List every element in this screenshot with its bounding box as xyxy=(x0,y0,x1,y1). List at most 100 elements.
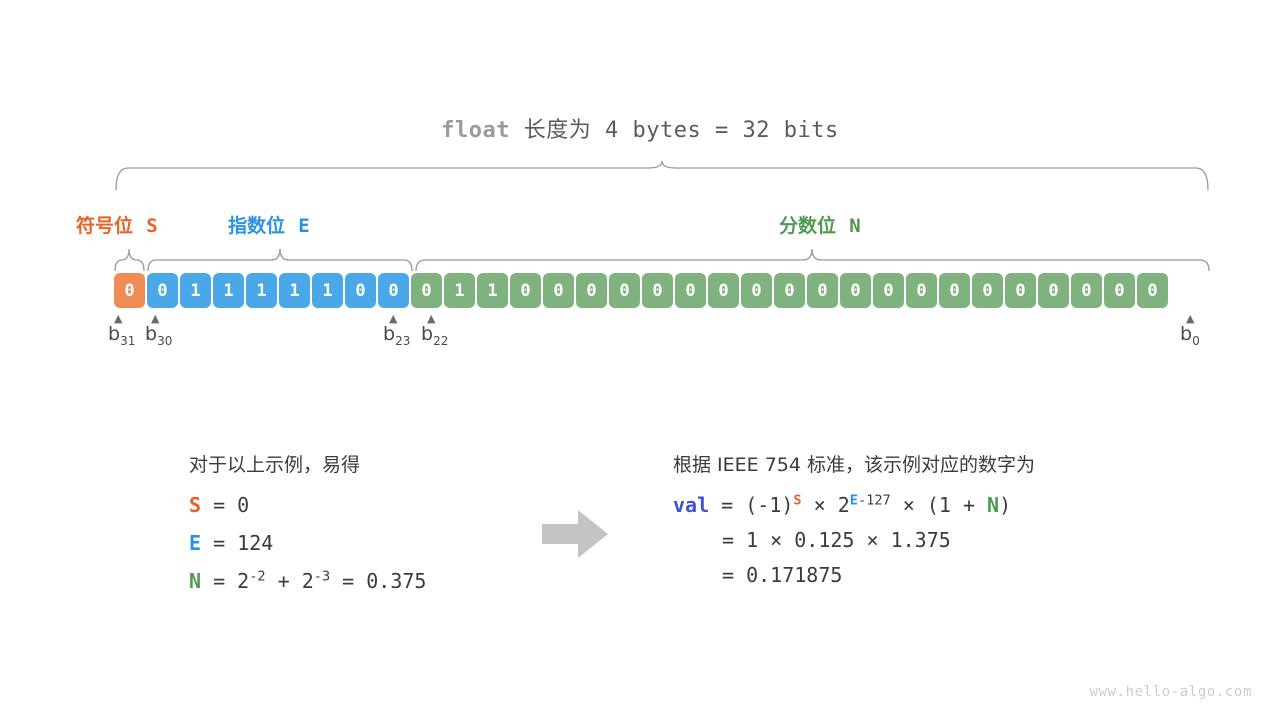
bit-cell-b11: 0 xyxy=(774,273,805,308)
caret-icon: ▲ xyxy=(114,312,123,325)
caret-icon: ▲ xyxy=(151,312,160,325)
value-E: = 124 xyxy=(201,531,274,555)
bit-index-b30-label: b xyxy=(145,323,158,345)
bit-index-b0-sub: 0 xyxy=(1192,333,1200,348)
total-brace xyxy=(114,160,1210,192)
bit-cell-b30: 0 xyxy=(147,273,178,308)
value-N-exponent-2: -3 xyxy=(313,568,331,585)
bit-cell-b6: 0 xyxy=(939,273,970,308)
bit-cell-b28: 1 xyxy=(213,273,244,308)
bit-index-b31-label: b xyxy=(108,323,121,345)
value-N-exponent-1: -2 xyxy=(249,568,266,585)
bit-cell-b17: 0 xyxy=(576,273,607,308)
bit-cell-b20: 1 xyxy=(477,273,508,308)
bit-cell-b5: 0 xyxy=(972,273,1003,308)
derivation-heading: 对于以上示例，易得 xyxy=(189,454,361,476)
title-keyword: float xyxy=(441,118,511,143)
right-arrow-icon xyxy=(542,510,608,558)
bit-cell-b4: 0 xyxy=(1005,273,1036,308)
bit-cell-b1: 0 xyxy=(1104,273,1135,308)
symbol-S: S xyxy=(189,493,202,517)
value-N-pre: = 2 xyxy=(201,569,250,593)
bit-cell-b12: 0 xyxy=(741,273,772,308)
bit-index-b0-label: b xyxy=(1180,323,1193,345)
page-title: float 长度为 4 bytes = 32 bits xyxy=(0,112,1280,144)
exponent-label-symbol: E xyxy=(298,215,310,237)
bit-cell-b19: 0 xyxy=(510,273,541,308)
bit-index-b30: ▲ b30 xyxy=(145,312,173,348)
formula-superscript-E: E xyxy=(849,492,858,509)
exponent-brace xyxy=(147,246,413,272)
formula-result-line-1: = 1 × 0.125 × 1.375 xyxy=(722,528,951,552)
example-derivation-block: 对于以上示例，易得 S = 0 E = 124 N = 2-2 + 2-3 = … xyxy=(189,450,426,594)
bit-cell-b25: 1 xyxy=(312,273,343,308)
bit-index-b23-label: b xyxy=(383,323,396,345)
fraction-section-label: 分数位 N xyxy=(779,211,861,238)
exponent-section-label: 指数位 E xyxy=(228,211,310,238)
bit-cell-b27: 1 xyxy=(246,273,277,308)
bit-index-b0: ▲ b0 xyxy=(1180,312,1200,348)
bit-index-b23: ▲ b23 xyxy=(383,312,411,348)
bit-cell-b2: 0 xyxy=(1071,273,1102,308)
bit-cell-b14: 0 xyxy=(675,273,706,308)
caret-icon: ▲ xyxy=(389,312,398,325)
sign-label-cn: 符号位 xyxy=(76,215,134,237)
bit-cell-b24: 0 xyxy=(345,273,376,308)
bit-cell-b16: 0 xyxy=(609,273,640,308)
bit-cell-b3: 0 xyxy=(1038,273,1069,308)
fraction-brace xyxy=(415,246,1210,272)
derivation-line-N: N = 2-2 + 2-3 = 0.375 xyxy=(189,569,426,594)
bit-cell-b21: 1 xyxy=(444,273,475,308)
bit-cell-b18: 0 xyxy=(543,273,574,308)
value-S: = 0 xyxy=(201,493,250,517)
symbol-N: N xyxy=(189,569,202,593)
formula-superscript-S: S xyxy=(793,492,802,509)
bit-cell-b31: 0 xyxy=(114,273,145,308)
bit-index-b22-label: b xyxy=(421,323,434,345)
sign-brace xyxy=(114,246,145,272)
sign-section-label: 符号位 S xyxy=(76,211,158,238)
value-N-post: = 0.375 xyxy=(330,569,427,593)
bit-cell-b23: 0 xyxy=(378,273,409,308)
bit-index-b22-sub: 22 xyxy=(433,333,449,348)
value-N-mid: + 2 xyxy=(265,569,314,593)
title-rest: 长度为 4 bytes = 32 bits xyxy=(510,118,839,143)
formula-part-3: × (1 + xyxy=(890,493,988,517)
ieee754-formula-block: 根据 IEEE 754 标准，该示例对应的数字为 val = (-1)S × 2… xyxy=(673,450,1035,598)
formula-part-1: = (-1) xyxy=(709,493,794,517)
bit-cell-b10: 0 xyxy=(807,273,838,308)
formula-heading: 根据 IEEE 754 标准，该示例对应的数字为 xyxy=(673,454,1036,476)
bit-cell-b7: 0 xyxy=(906,273,937,308)
bit-cell-b22: 0 xyxy=(411,273,442,308)
bit-cell-b29: 1 xyxy=(180,273,211,308)
bit-cell-b9: 0 xyxy=(840,273,871,308)
derivation-line-E: E = 124 xyxy=(189,531,426,556)
formula-result-line-2: = 0.171875 xyxy=(722,563,843,587)
caret-icon: ▲ xyxy=(427,312,436,325)
exponent-label-cn: 指数位 xyxy=(228,215,286,237)
formula-superscript-E-rest: -127 xyxy=(857,492,891,509)
formula-part-4: ) xyxy=(999,493,1012,517)
formula-symbol-N: N xyxy=(987,493,1000,517)
derivation-line-S: S = 0 xyxy=(189,493,426,518)
bit-index-b23-sub: 23 xyxy=(395,333,411,348)
caret-icon: ▲ xyxy=(1186,312,1195,325)
bit-index-b30-sub: 30 xyxy=(157,333,173,348)
sign-label-symbol: S xyxy=(146,215,158,237)
fraction-label-cn: 分数位 xyxy=(779,215,837,237)
formula-val-symbol: val xyxy=(673,493,710,517)
bit-cell-b26: 1 xyxy=(279,273,310,308)
bit-index-b22: ▲ b22 xyxy=(421,312,449,348)
watermark: www.hello-algo.com xyxy=(1089,684,1252,700)
symbol-E: E xyxy=(189,531,202,555)
bit-cell-b0: 0 xyxy=(1137,273,1168,308)
bit-index-b31: ▲ b31 xyxy=(108,312,136,348)
bit-cell-b8: 0 xyxy=(873,273,904,308)
formula-part-2: × 2 xyxy=(801,493,850,517)
fraction-label-symbol: N xyxy=(849,215,861,237)
bit-cell-b13: 0 xyxy=(708,273,739,308)
bit-index-b31-sub: 31 xyxy=(120,333,136,348)
formula-line: val = (-1)S × 2E-127 × (1 + N) xyxy=(673,493,1035,518)
bit-cell-b15: 0 xyxy=(642,273,673,308)
